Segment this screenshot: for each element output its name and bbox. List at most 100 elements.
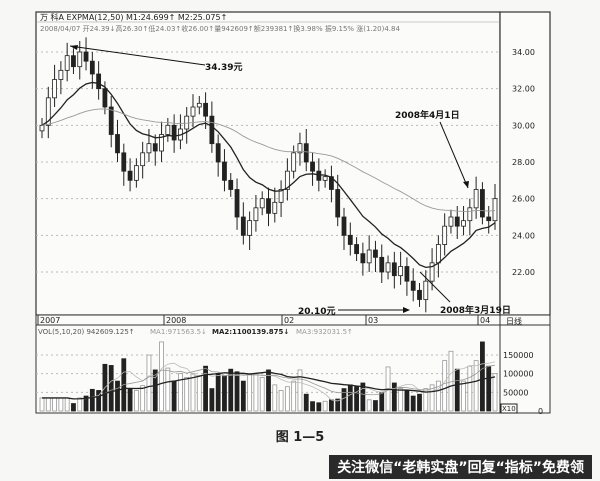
candle	[417, 289, 422, 300]
header-line1: 万 科A EXPMA(12,50) M1:24.699↑ M2:25.075↑	[40, 12, 227, 22]
candle	[152, 143, 158, 152]
candle	[234, 189, 240, 218]
period-label[interactable]: 日线	[506, 316, 522, 326]
candle	[247, 220, 253, 236]
annotations: 34.39元 2008年4月1日 20.10元 2008年3月19日	[69, 45, 511, 317]
candle	[96, 73, 102, 90]
candle	[253, 207, 259, 222]
candle	[423, 280, 429, 300]
volume-bar	[322, 400, 328, 412]
candle	[259, 198, 265, 209]
volume-bar	[398, 388, 404, 412]
candle	[140, 152, 146, 167]
candle	[77, 51, 83, 68]
volume-bar	[127, 388, 133, 412]
volume-bar	[133, 390, 139, 412]
volume-bar	[278, 390, 284, 412]
volume-bar	[89, 388, 95, 412]
volume-bar	[454, 368, 460, 412]
volume-bar	[410, 395, 416, 412]
candle	[52, 79, 57, 99]
volume-bar	[253, 374, 259, 412]
candle	[316, 170, 322, 181]
price-tick: 30.00	[512, 121, 535, 130]
volume-bar	[310, 401, 315, 412]
volume-bar	[316, 402, 322, 412]
price-panel	[35, 11, 501, 316]
candle	[366, 249, 372, 264]
candle	[291, 152, 297, 172]
volume-bar	[240, 380, 246, 412]
date-tick: 03	[368, 316, 378, 325]
expma-line-50	[41, 108, 496, 212]
candle	[272, 201, 278, 214]
volume-bar	[222, 375, 227, 412]
volume-bar	[404, 390, 410, 412]
candle	[385, 262, 391, 273]
volume-bar	[335, 398, 341, 412]
candle	[196, 102, 202, 108]
volume-bar	[39, 397, 45, 412]
vol-ma1: MA1:971563.5↓	[150, 328, 207, 336]
price-tick: 24.00	[512, 231, 535, 240]
candle	[266, 198, 271, 214]
candle	[303, 143, 309, 163]
volume-bar	[247, 373, 253, 412]
volume-bar	[140, 385, 146, 412]
candle	[278, 189, 284, 203]
candle	[45, 97, 51, 126]
candle	[347, 234, 353, 245]
figure-caption: 图 1—5	[275, 430, 325, 445]
candle	[159, 134, 164, 152]
watermark-banner: 关注微信“老韩实盘”回复“指标”免费领	[329, 455, 592, 479]
candle	[448, 216, 454, 227]
candle	[341, 216, 347, 236]
candle	[203, 102, 208, 117]
volume-bar	[190, 373, 196, 412]
volume-bar	[234, 371, 240, 412]
volume-bar	[329, 399, 334, 412]
volume-bar	[184, 376, 190, 412]
candle	[108, 106, 114, 135]
date-tick: 02	[284, 316, 294, 325]
vol-ma2: MA2:1100139.875↓	[212, 328, 289, 336]
volume-bar	[209, 388, 215, 412]
candle	[58, 69, 64, 80]
volume-tick: 100000	[503, 370, 534, 379]
annotation-apr1: 2008年4月1日	[395, 109, 460, 121]
volume-bar	[58, 397, 64, 412]
price-axis-panel	[499, 11, 551, 316]
volume-bar	[480, 341, 485, 412]
volume-bar	[159, 341, 164, 412]
vol-ma3: MA3:932031.5↑	[296, 328, 353, 336]
volume-bar	[291, 380, 297, 412]
candle	[486, 216, 492, 222]
candle	[127, 170, 133, 181]
volume-bar	[108, 365, 114, 412]
candle	[215, 143, 221, 163]
volume-bar	[373, 400, 378, 412]
volume-bar	[64, 397, 70, 412]
volume-unit: X10	[502, 405, 516, 413]
volume-bar	[52, 397, 57, 412]
candle	[429, 262, 435, 282]
volume-bar	[429, 384, 435, 412]
volume-bar	[272, 384, 278, 412]
candle	[190, 106, 196, 117]
candle	[335, 189, 341, 218]
volume-bar	[77, 397, 83, 412]
volume-bar	[303, 393, 309, 412]
header-line2: 2008/04/07 开24.39↓高26.30↑低24.03↑收26.00↑量…	[40, 24, 400, 33]
candle	[398, 266, 404, 277]
volume-bar	[379, 391, 385, 412]
price-tick: 34.00	[512, 48, 535, 57]
volume-bar	[467, 365, 473, 412]
volume-ma-20	[42, 371, 496, 400]
volume-bar	[341, 388, 347, 412]
price-tick: 22.00	[512, 268, 535, 277]
candle	[121, 152, 127, 172]
candle	[467, 207, 473, 222]
volume-bar	[178, 373, 183, 412]
candle	[435, 244, 441, 264]
volume-bar	[71, 403, 76, 412]
